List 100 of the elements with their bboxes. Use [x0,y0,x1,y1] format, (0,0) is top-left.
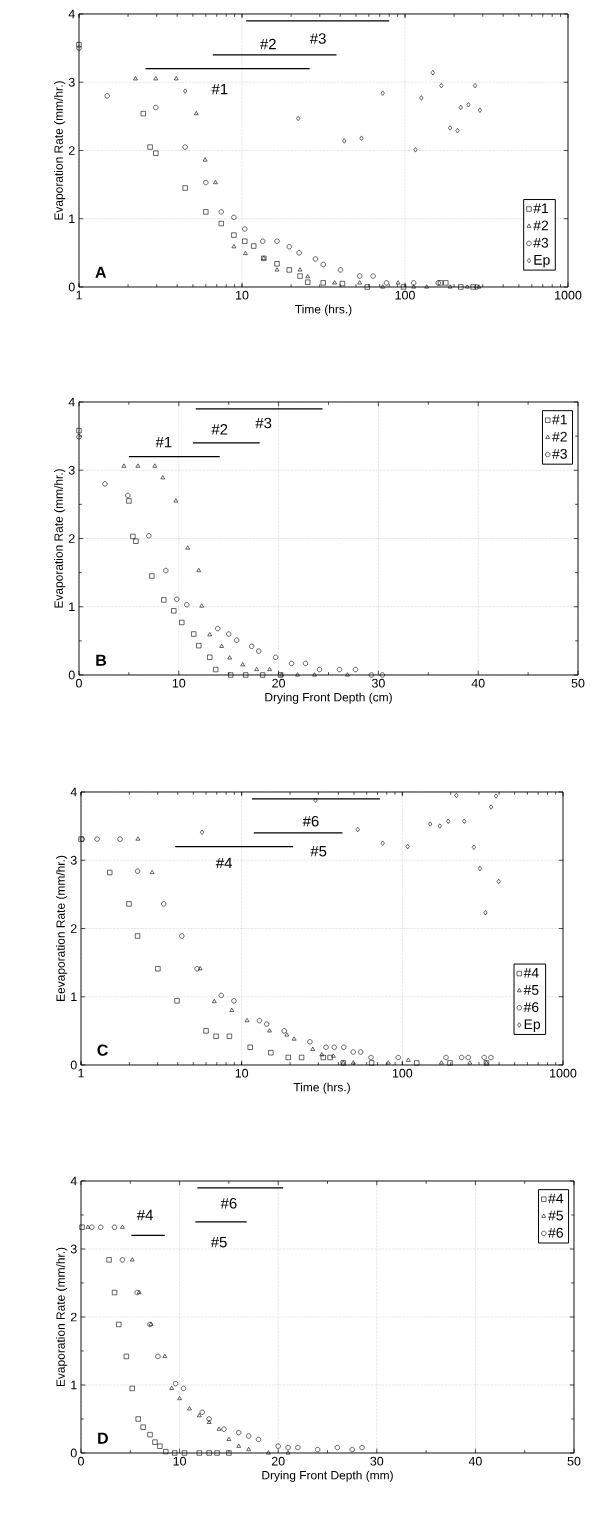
annotation: #3 [309,33,326,44]
point [226,1450,232,1456]
point [273,654,279,660]
point [173,1381,179,1387]
x-tick-label: 30 [371,678,385,688]
point [161,597,167,603]
point [111,1289,118,1296]
point [162,1353,168,1358]
point [221,1426,227,1432]
y-tick-label: 4 [70,787,77,797]
annotation: #5 [210,1236,227,1248]
point [302,660,309,666]
point [312,672,317,677]
x-axis-title: Time (hrs.) [295,304,352,316]
y-tick-label: 2 [68,534,75,543]
legend-label: #5 [523,985,539,995]
y-tick-label: 4 [68,397,75,407]
annotation: #6 [220,1198,237,1209]
point [214,1450,220,1456]
point [146,533,152,539]
annotation: A [95,266,107,278]
point [121,463,127,468]
x-tick-label: 10 [236,290,249,300]
point [285,1450,291,1455]
x-tick-label: 20 [271,1456,285,1466]
point [243,672,249,678]
point [240,662,245,667]
point [349,1447,355,1453]
point [177,1396,182,1401]
point [172,1450,178,1456]
point [267,666,272,671]
point [206,1450,212,1456]
point [228,672,234,678]
legend-label: #5 [548,1210,564,1221]
point [126,498,132,504]
legend-label: #4 [548,1193,564,1204]
point [135,1416,141,1422]
point [180,1385,187,1391]
x-tick-label: 1000 [550,1068,577,1078]
point [85,1224,91,1229]
legend-label: #3 [533,237,549,248]
point [76,434,82,440]
y-tick-label: 2 [70,1312,77,1322]
point [191,631,197,637]
y-tick-label: 1 [69,602,75,612]
point [106,1257,112,1263]
x-tick-label: 40 [468,1456,482,1466]
y-tick-label: 3 [68,77,75,87]
point [169,1385,174,1390]
legend-label: #6 [523,1002,539,1013]
point [179,619,185,626]
point [288,660,295,666]
legend-label: Ep [534,255,550,268]
y-tick-label: 1 [69,214,75,224]
x-axis-title: Time (hrs.) [293,1082,350,1094]
point [345,672,350,677]
point [316,666,323,673]
point [199,1409,205,1415]
point [249,643,255,649]
point [102,481,108,487]
point [98,1224,104,1230]
x-tick-label: 20 [272,678,286,688]
y-tick-label: 4 [68,9,75,19]
point [352,666,359,673]
point [216,1426,222,1431]
point [163,567,169,574]
annotation: B [96,654,107,666]
y-axis-title: Evaporation Rate (mm/hr.) [54,81,66,220]
y-tick-label: 0 [70,1448,77,1458]
point [226,1436,232,1441]
legend-label: #6 [548,1227,563,1238]
point [334,1444,340,1451]
x-tick-label: 50 [571,678,585,688]
point [196,1450,202,1456]
point [379,672,385,678]
point [187,1406,192,1411]
point [140,1424,146,1430]
point [152,463,158,468]
point [255,1436,262,1442]
point [315,1447,321,1453]
point [152,1439,158,1445]
x-tick-label: 0 [78,1456,84,1466]
point [171,608,177,614]
point [359,1444,365,1451]
y-axis-title: Evaporation Rate (mm/hr.) [54,469,66,608]
point [174,596,180,602]
y-tick-label: 2 [70,924,77,933]
legend-label: #2 [552,431,567,442]
annotation: D [98,1432,108,1444]
annotation: #3 [255,417,272,429]
y-tick-label: 4 [70,1176,77,1186]
y-axis-title: Evaporation Rate (mm/hr.) [56,1247,68,1387]
point [149,573,155,579]
point [130,533,136,540]
point [246,1447,251,1452]
x-tick-label: 1000 [555,290,582,300]
point [246,1433,252,1439]
point [196,643,202,649]
point [119,1257,125,1263]
annotation: #1 [155,436,172,448]
